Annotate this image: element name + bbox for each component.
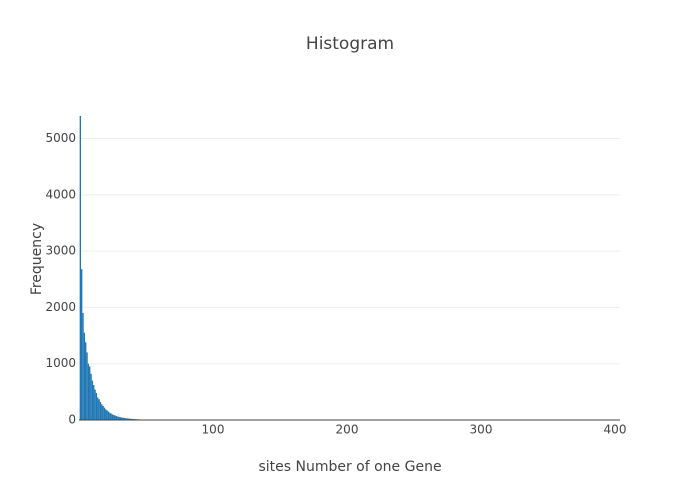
x-tick-label: 200 — [336, 423, 359, 437]
y-tick-label: 1000 — [45, 356, 76, 370]
bar — [115, 415, 116, 420]
bar — [106, 410, 107, 420]
bar — [80, 116, 81, 420]
bar — [108, 412, 109, 420]
x-tick-label: 400 — [604, 423, 627, 437]
bar — [84, 333, 85, 420]
x-tick-label: 300 — [470, 423, 493, 437]
bar — [86, 352, 87, 420]
bar — [94, 390, 95, 420]
y-tick-label: 3000 — [45, 244, 76, 258]
bar — [96, 393, 97, 420]
bar — [81, 269, 82, 420]
x-tick-label: 100 — [202, 423, 225, 437]
bar — [93, 385, 94, 420]
bar — [116, 416, 117, 420]
bar — [105, 409, 106, 420]
bar — [98, 399, 99, 420]
bar — [97, 397, 98, 420]
y-tick-label: 2000 — [45, 300, 76, 314]
bar — [117, 417, 118, 420]
bar — [109, 413, 110, 420]
bar — [82, 313, 83, 420]
bar — [101, 404, 102, 420]
y-tick-label: 4000 — [45, 187, 76, 201]
y-axis-label: Frequency — [29, 223, 45, 295]
y-tick-label: 5000 — [45, 131, 76, 145]
x-axis-label: sites Number of one Gene — [258, 459, 441, 475]
bar — [90, 374, 91, 420]
bar — [89, 367, 90, 420]
bar — [85, 342, 86, 420]
bar — [100, 402, 101, 420]
bar — [92, 381, 93, 420]
bar — [112, 414, 113, 420]
bar — [102, 406, 103, 420]
bar — [110, 414, 111, 420]
bar — [88, 364, 89, 420]
bar — [113, 415, 114, 420]
bar — [104, 408, 105, 420]
chart-title: Histogram — [306, 34, 394, 54]
y-tick-label: 0 — [68, 413, 76, 427]
